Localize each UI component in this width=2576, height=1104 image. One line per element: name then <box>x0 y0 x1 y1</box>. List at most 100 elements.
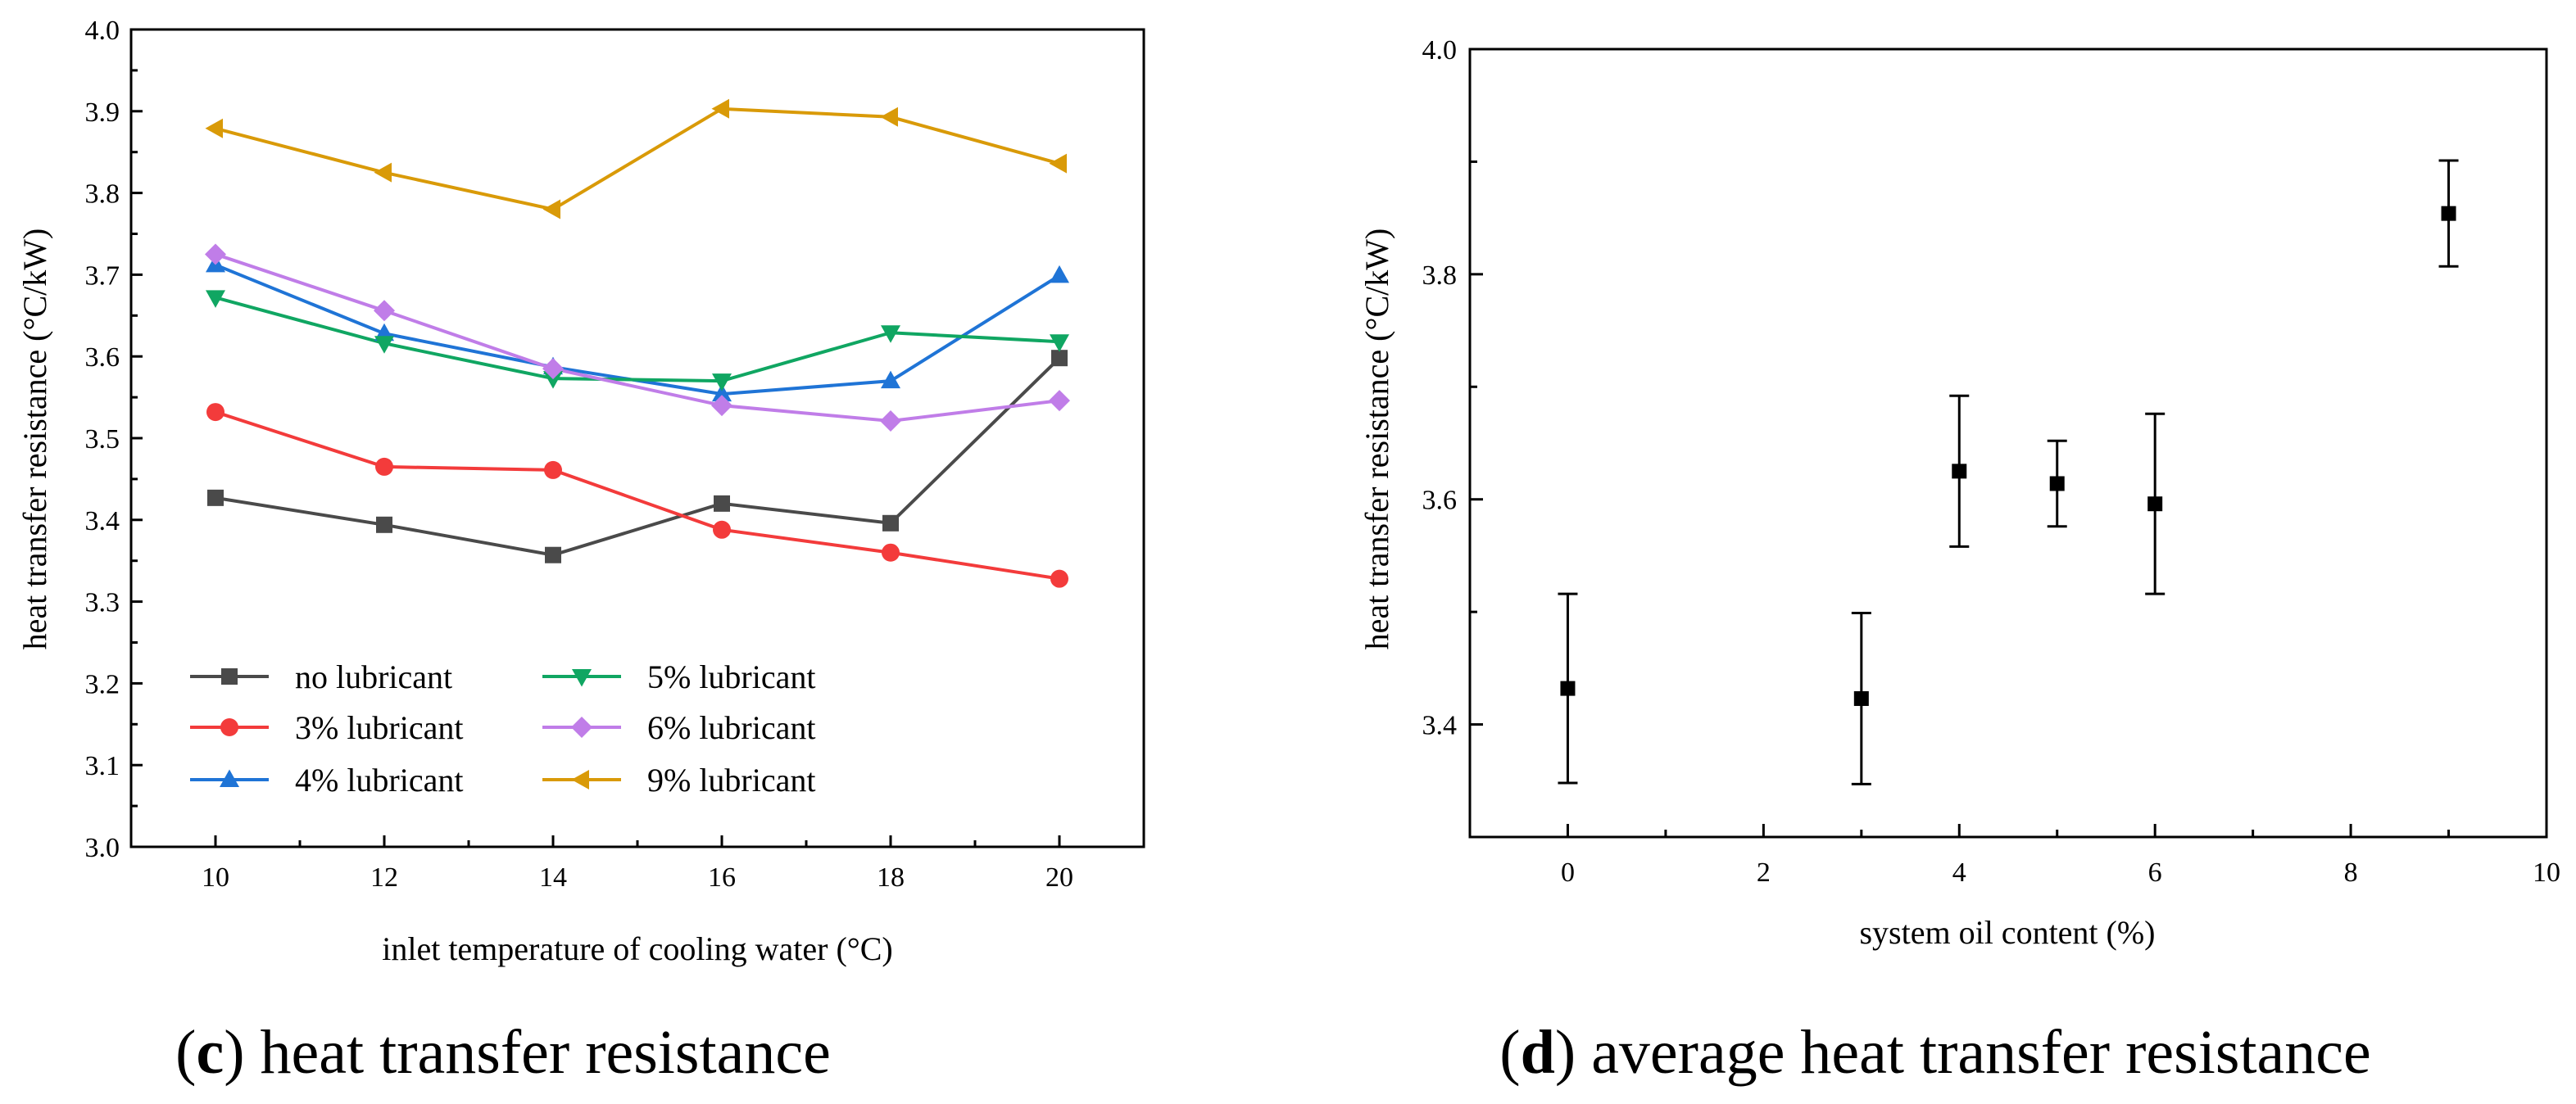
panel-c-y-tick-label: 3.0 <box>85 833 120 863</box>
series-line-3-pct-lubricant <box>215 410 1060 581</box>
legend-label-6-pct-lubricant: 6% lubricant <box>647 709 816 746</box>
data-point-average <box>1853 690 1869 706</box>
panel-d-y-tick-label: 3.4 <box>1422 711 1458 741</box>
panel-c-y-tick-label: 4.0 <box>85 16 120 46</box>
series-line-5-pct-lubricant <box>215 296 1060 383</box>
legend-marker-no-lubricant <box>221 668 238 685</box>
data-point-6-pct-lubricant <box>374 300 395 322</box>
panel-c-caption: (c) heat transfer resistance <box>175 1018 831 1087</box>
data-point-no-lubricant <box>376 516 392 533</box>
legend-marker-5-pct-lubricant <box>572 669 592 687</box>
panel-d-series <box>1558 159 2459 785</box>
data-point-average <box>2049 476 2065 491</box>
data-point-4-pct-lubricant <box>712 383 732 402</box>
panel-d-x-tick-label: 4 <box>1952 857 1966 888</box>
panel-c-y-tick-label: 3.6 <box>85 342 120 373</box>
data-point-6-pct-lubricant <box>205 243 226 265</box>
legend-label-3-pct-lubricant: 3% lubricant <box>295 709 464 746</box>
panel-d-x-tick-label: 8 <box>2344 857 2358 888</box>
panel-c-plot-frame <box>129 28 1145 848</box>
panel-d-plot-frame <box>1468 48 2548 839</box>
series-line-6-pct-lubricant <box>215 252 1060 423</box>
panel-d-y-tick-label: 3.6 <box>1422 486 1458 516</box>
data-point-6-pct-lubricant <box>880 410 901 432</box>
data-point-3-pct-lubricant <box>713 520 731 539</box>
panel-c-series-lines <box>215 106 1061 581</box>
data-point-9-pct-lubricant <box>1049 153 1067 174</box>
panel-c-series-markers <box>205 98 1070 588</box>
panel-c-y-tick-label: 3.5 <box>85 424 120 455</box>
data-point-6-pct-lubricant <box>1049 390 1070 412</box>
panel-c-caption-open: ( <box>175 1018 196 1087</box>
data-point-no-lubricant <box>1051 350 1068 367</box>
legend-label-no-lubricant: no lubricant <box>295 658 452 695</box>
legend-marker-3-pct-lubricant <box>220 718 238 736</box>
panel-c-caption-close: ) <box>224 1018 244 1087</box>
panel-d-x-tick-label: 2 <box>1757 857 1771 888</box>
panel-d-caption: (d) average heat transfer resistance <box>1499 1018 2370 1087</box>
panel-c-caption-letter: c <box>196 1018 224 1087</box>
data-point-no-lubricant <box>207 489 224 506</box>
data-point-average <box>2147 496 2163 512</box>
panel-c-ticks: 3.0 3.1 3.2 3.3 3.4 3.5 3.6 3.7 3.8 3.9 4.0 10 12 14 1… <box>85 16 1145 893</box>
data-point-5-pct-lubricant <box>543 371 563 389</box>
legend-marker-4-pct-lubricant <box>220 769 239 787</box>
panel-d-x-tick-label: 6 <box>2148 857 2162 888</box>
panel-c-x-tick-label: 20 <box>1045 862 1073 893</box>
data-point-no-lubricant <box>714 495 730 512</box>
panel-d-y-axis-title: heat transfer resistance (°C/kW) <box>1358 228 1395 650</box>
panel-c-chart: 3.0 3.1 3.2 3.3 3.4 3.5 3.6 3.7 3.8 3.9 4.0 10 12 14 1… <box>16 16 1145 1087</box>
panel-c-y-tick-label: 3.9 <box>85 97 120 128</box>
data-point-9-pct-lubricant <box>880 106 898 127</box>
legend-label-9-pct-lubricant: 9% lubricant <box>647 762 816 799</box>
panel-c-y-tick-label: 3.3 <box>85 588 120 618</box>
panel-c-x-tick-label: 14 <box>539 862 567 893</box>
legend-label-5-pct-lubricant: 5% lubricant <box>647 658 816 695</box>
data-point-average <box>2441 206 2456 221</box>
data-point-5-pct-lubricant <box>881 325 900 343</box>
panel-c-legend: no lubricant 3% lubricant 4% lubricant 5% l… <box>190 658 816 799</box>
data-point-4-pct-lubricant <box>881 370 900 389</box>
data-point-9-pct-lubricant <box>374 162 392 183</box>
panel-d-chart: 3.4 3.6 3.8 4.0 0 2 4 6 8 10 system oil content (… <box>1358 35 2560 1087</box>
panel-c-x-tick-label: 16 <box>708 862 736 893</box>
data-point-average <box>1952 464 1967 479</box>
panel-c-x-axis-title: inlet temperature of cooling water (°C) <box>382 930 893 967</box>
panel-c-y-axis-title: heat transfer resistance (°C/kW) <box>16 228 53 650</box>
panel-c-x-tick-label: 18 <box>877 862 905 893</box>
data-point-6-pct-lubricant <box>542 358 564 380</box>
data-point-3-pct-lubricant <box>375 457 393 476</box>
series-line-no-lubricant <box>215 356 1061 557</box>
panel-c-caption-text: heat transfer resistance <box>245 1018 831 1087</box>
panel-d-caption-open: ( <box>1499 1018 1520 1087</box>
panel-d-y-tick-label: 4.0 <box>1422 35 1458 66</box>
panel-d-caption-text: average heat transfer resistance <box>1576 1018 2371 1087</box>
panel-d-ticks: 3.4 3.6 3.8 4.0 0 2 4 6 8 10 <box>1422 35 2561 888</box>
data-point-9-pct-lubricant <box>542 199 560 219</box>
data-point-9-pct-lubricant <box>711 98 729 119</box>
data-point-5-pct-lubricant <box>712 373 732 391</box>
data-point-3-pct-lubricant <box>1050 569 1068 588</box>
legend-marker-6-pct-lubricant <box>571 717 592 738</box>
legend-label-4-pct-lubricant: 4% lubricant <box>295 762 464 799</box>
series-line-9-pct-lubricant <box>215 106 1060 211</box>
series-line-4-pct-lubricant <box>215 263 1061 396</box>
panel-c-y-tick-label: 3.2 <box>85 669 120 699</box>
data-point-3-pct-lubricant <box>544 460 562 479</box>
data-point-6-pct-lubricant <box>711 395 732 417</box>
data-point-3-pct-lubricant <box>882 543 900 562</box>
panel-d-x-tick-label: 10 <box>2533 857 2560 888</box>
data-point-9-pct-lubricant <box>205 118 223 138</box>
data-point-average <box>1560 681 1576 696</box>
panel-d-x-axis-title: system oil content (%) <box>1859 914 2155 951</box>
panel-c-y-tick-label: 3.7 <box>85 260 120 291</box>
panel-c-y-tick-label: 3.4 <box>85 506 120 536</box>
panel-d-caption-letter: d <box>1521 1018 1555 1087</box>
data-point-5-pct-lubricant <box>206 290 225 308</box>
panel-d-y-tick-label: 3.8 <box>1422 260 1458 291</box>
data-point-no-lubricant <box>545 546 561 563</box>
panel-c-x-tick-label: 10 <box>202 862 229 893</box>
data-point-4-pct-lubricant <box>1050 265 1069 283</box>
legend-marker-9-pct-lubricant <box>571 770 589 790</box>
